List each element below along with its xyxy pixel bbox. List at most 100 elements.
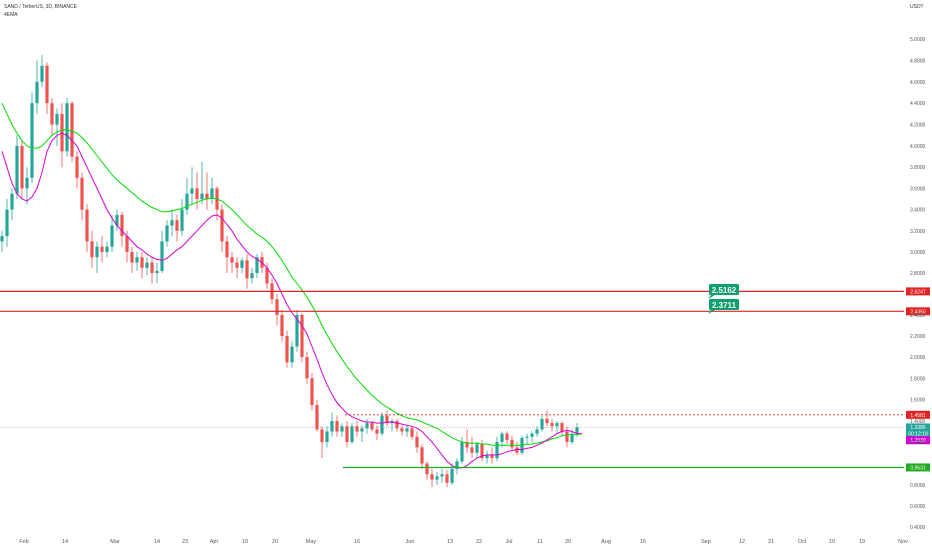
candle-body xyxy=(300,315,304,357)
candle-body xyxy=(125,236,129,252)
price-tick: 2.8000 xyxy=(910,271,926,277)
resistance-price-label: 1.4581 xyxy=(910,413,926,419)
price-tick: 1.4000 xyxy=(910,419,926,425)
price-tick: 4.2000 xyxy=(910,123,926,129)
candle-body xyxy=(95,246,99,258)
candle-body xyxy=(330,421,334,432)
candle-body xyxy=(505,433,509,440)
resistance-price-tag xyxy=(906,410,930,419)
candle-body xyxy=(450,468,454,483)
candle-body xyxy=(290,346,294,363)
candle-body xyxy=(105,246,109,252)
date-tick: 14 xyxy=(62,539,68,545)
last-price-label: 1.3386 xyxy=(910,425,926,431)
price-tick: 5.0000 xyxy=(910,37,926,43)
candle-body xyxy=(65,103,69,152)
candle-body xyxy=(295,315,299,347)
candle-body xyxy=(445,474,449,483)
candle-body xyxy=(250,273,254,279)
candle-body xyxy=(120,214,124,237)
date-tick: 11 xyxy=(537,539,543,545)
date-tick: Jul xyxy=(505,539,512,545)
candle-body xyxy=(490,454,494,459)
candle-body xyxy=(170,220,174,226)
date-tick: 10 xyxy=(242,539,248,545)
candle-body xyxy=(385,415,389,424)
price-tick: 2.4000 xyxy=(910,313,926,319)
price-tick: 0.6000 xyxy=(910,504,926,510)
candle-body xyxy=(175,220,179,231)
candle-body xyxy=(160,241,164,271)
callout-pointer xyxy=(708,295,715,299)
candle-body xyxy=(280,315,284,336)
date-tick: Mar xyxy=(110,539,120,545)
candle-body xyxy=(310,378,314,405)
date-tick: 20 xyxy=(272,539,278,545)
ema-fast-label: 1.2930 xyxy=(910,438,926,444)
candle-body xyxy=(90,241,94,258)
price-tick: 3.8000 xyxy=(910,165,926,171)
candle-body xyxy=(305,357,309,379)
price-tick: 4.0000 xyxy=(910,144,926,150)
candles-group xyxy=(0,55,579,488)
candle-body xyxy=(235,262,239,268)
candle-body xyxy=(15,146,19,194)
price-callout xyxy=(709,284,739,295)
candle-body xyxy=(515,447,519,453)
price-axis: 2.62472.43501.45810.96311.338600:12:181.… xyxy=(906,37,930,531)
date-tick: 10 xyxy=(829,539,835,545)
candle-body xyxy=(535,429,539,434)
candle-body xyxy=(410,428,414,437)
date-tick: Nov xyxy=(898,539,908,545)
candle-body xyxy=(425,463,429,475)
candle-body xyxy=(80,177,84,210)
date-tick: 20 xyxy=(565,539,571,545)
date-tick: Apr xyxy=(210,539,219,545)
candle-body xyxy=(430,474,434,480)
candle-body xyxy=(545,418,549,424)
candle-body xyxy=(230,257,234,263)
candle-body xyxy=(35,81,39,104)
candle-body xyxy=(85,209,89,242)
candle-body xyxy=(245,260,249,279)
candle-body xyxy=(435,476,439,480)
candle-body xyxy=(375,429,379,434)
date-tick: 12 xyxy=(739,539,745,545)
last-price-tag xyxy=(906,423,930,438)
currency-label: USDT xyxy=(910,4,924,10)
candle-body xyxy=(565,431,569,442)
price-tick: 2.0000 xyxy=(910,355,926,361)
candle-body xyxy=(140,257,144,268)
candle-body xyxy=(365,423,369,429)
countdown-label: 00:12:18 xyxy=(908,431,928,437)
candle-body xyxy=(360,428,364,432)
candle-body xyxy=(50,103,54,125)
price-tick: 1.8000 xyxy=(910,376,926,382)
candle-body xyxy=(20,146,24,189)
candle-body xyxy=(340,426,344,432)
candle-body xyxy=(135,257,139,263)
candle-body xyxy=(355,426,359,432)
candle-body xyxy=(370,423,374,430)
price-callout xyxy=(709,299,739,310)
price-callout-label: 2.3711 xyxy=(712,301,737,310)
candle-body xyxy=(475,444,479,453)
resistance-price-tag xyxy=(906,307,930,316)
symbol-title: SAND / TetherUS, 3D, BINANCE xyxy=(4,4,77,10)
candle-body xyxy=(30,103,34,178)
date-tick: May xyxy=(306,539,317,545)
candle-body xyxy=(380,415,384,434)
candle-body xyxy=(130,252,134,263)
candle-body xyxy=(500,433,504,442)
candle-body xyxy=(150,262,154,273)
indicator-title[interactable]: 4EMA xyxy=(4,12,18,18)
candle-body xyxy=(40,65,44,82)
candle-body xyxy=(70,103,74,157)
resistance-price-label: 2.6247 xyxy=(910,289,926,295)
price-tick: 3.2000 xyxy=(910,229,926,235)
date-tick: Aug xyxy=(601,539,611,545)
candle-body xyxy=(530,433,534,437)
support-price-label: 0.9631 xyxy=(910,465,926,471)
price-tick: 1.2000 xyxy=(910,440,926,446)
